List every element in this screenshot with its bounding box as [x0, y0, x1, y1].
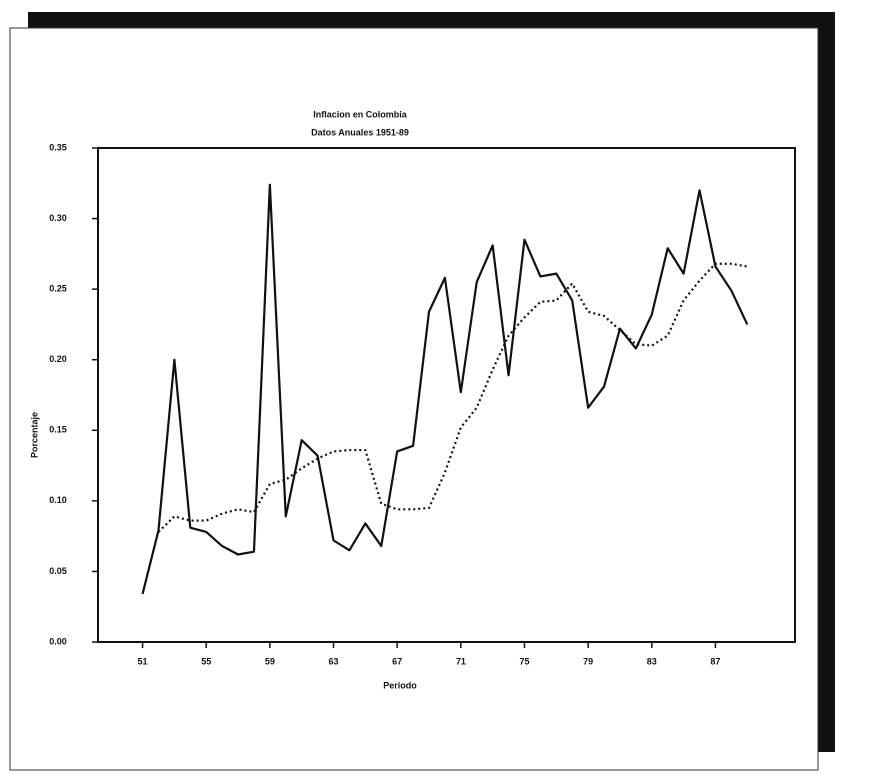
- x-tick-label: 55: [201, 656, 211, 666]
- y-tick-label: 0.10: [49, 495, 67, 505]
- y-tick-label: 0.15: [49, 425, 67, 435]
- y-tick-label: 0.25: [49, 284, 67, 294]
- chart-title: Inflacion en Colombia: [313, 109, 408, 119]
- x-tick-label: 71: [456, 656, 466, 666]
- chart-subtitle: Datos Anuales 1951-89: [311, 127, 409, 137]
- x-tick-label: 59: [265, 656, 275, 666]
- x-tick-label: 51: [138, 656, 148, 666]
- x-tick-label: 79: [583, 656, 593, 666]
- x-tick-label: 83: [647, 656, 657, 666]
- x-axis-label: Periodo: [383, 680, 417, 690]
- x-tick-label: 75: [519, 656, 529, 666]
- y-axis-label: Porcentaje: [29, 412, 39, 458]
- x-tick-label: 67: [392, 656, 402, 666]
- x-tick-label: 63: [329, 656, 339, 666]
- y-tick-label: 0.30: [49, 213, 67, 223]
- plot-frame: [97, 147, 796, 643]
- y-tick-label: 0.35: [49, 142, 67, 152]
- series-line: [157, 262, 748, 533]
- y-tick-label: 0.00: [49, 636, 67, 646]
- x-tick-label: 87: [710, 656, 720, 666]
- page: [9, 27, 819, 771]
- y-tick-label: 0.20: [49, 354, 67, 364]
- series-line: [141, 183, 749, 595]
- y-tick-label: 0.05: [49, 566, 67, 576]
